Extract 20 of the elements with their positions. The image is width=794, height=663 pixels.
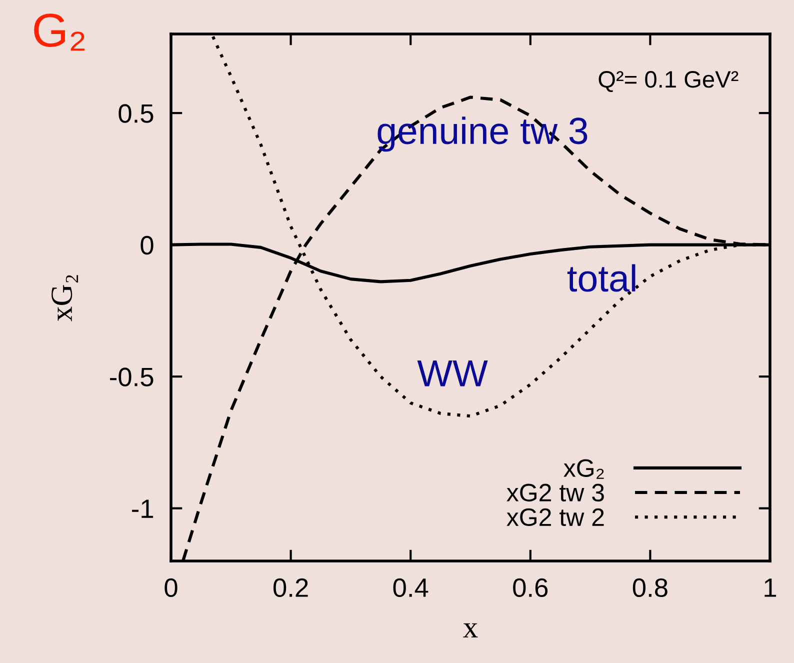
y-tick-label: -1	[132, 500, 154, 518]
x-tick-label: 0.4	[393, 578, 428, 598]
x-tick-label: 0.8	[632, 578, 668, 598]
x-axis-title: x	[463, 623, 478, 638]
x-tick-label: 1	[764, 578, 776, 597]
annotation: Q²= 0.1 GeV²	[598, 71, 738, 92]
legend-label: xG2 tw 2	[506, 508, 604, 526]
y-tick-label: 0	[140, 236, 154, 255]
y-tick-label: 0.5	[118, 104, 154, 123]
x-tick-label: 0	[164, 578, 178, 598]
legend-label: xG₂	[564, 459, 604, 479]
annotation: total	[567, 264, 636, 292]
annotation: WW	[417, 360, 488, 386]
x-tick-label: 0.2	[273, 578, 308, 598]
x-tick-label: 0.6	[513, 578, 548, 598]
legend-label: xG2 tw 3	[506, 484, 604, 502]
chart-title: G₂	[34, 14, 84, 51]
y-axis-title: xG₂	[52, 275, 78, 322]
annotation: genuine tw 3	[378, 116, 588, 152]
y-tick-label: -0.5	[110, 368, 154, 386]
